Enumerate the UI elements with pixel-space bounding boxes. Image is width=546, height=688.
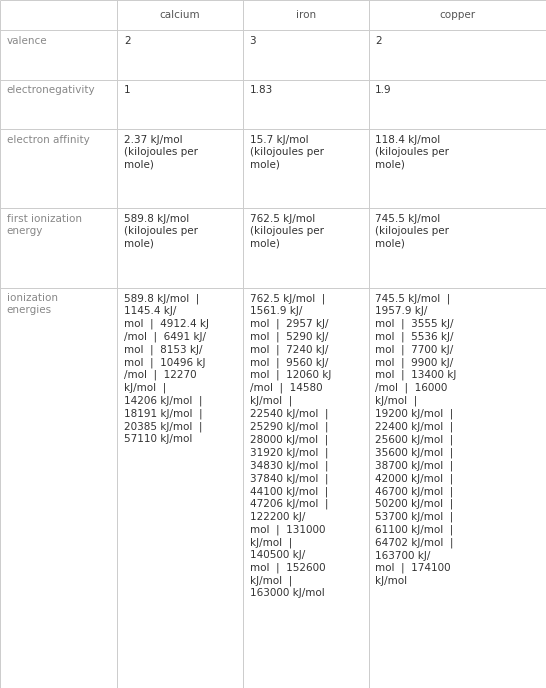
Text: 589.8 kJ/mol
(kilojoules per
mole): 589.8 kJ/mol (kilojoules per mole) <box>124 214 198 249</box>
Text: valence: valence <box>7 36 47 46</box>
Text: 1.83: 1.83 <box>250 85 273 96</box>
Text: calcium: calcium <box>160 10 200 20</box>
Text: 2: 2 <box>124 36 130 46</box>
Text: electron affinity: electron affinity <box>7 135 90 145</box>
Text: copper: copper <box>439 10 476 20</box>
Text: 745.5 kJ/mol
(kilojoules per
mole): 745.5 kJ/mol (kilojoules per mole) <box>375 214 449 249</box>
Text: first ionization
energy: first ionization energy <box>7 214 81 237</box>
Text: electronegativity: electronegativity <box>7 85 95 96</box>
Text: 762.5 kJ/mol
(kilojoules per
mole): 762.5 kJ/mol (kilojoules per mole) <box>250 214 324 249</box>
Text: 2.37 kJ/mol
(kilojoules per
mole): 2.37 kJ/mol (kilojoules per mole) <box>124 135 198 170</box>
Text: 15.7 kJ/mol
(kilojoules per
mole): 15.7 kJ/mol (kilojoules per mole) <box>250 135 324 170</box>
Text: 589.8 kJ/mol  |
1145.4 kJ/
mol  |  4912.4 kJ
/mol  |  6491 kJ/
mol  |  8153 kJ/
: 589.8 kJ/mol | 1145.4 kJ/ mol | 4912.4 k… <box>124 293 209 444</box>
Text: 1: 1 <box>124 85 130 96</box>
Text: 118.4 kJ/mol
(kilojoules per
mole): 118.4 kJ/mol (kilojoules per mole) <box>375 135 449 170</box>
Text: 1.9: 1.9 <box>375 85 391 96</box>
Text: iron: iron <box>296 10 316 20</box>
Text: 745.5 kJ/mol  |
1957.9 kJ/
mol  |  3555 kJ/
mol  |  5536 kJ/
mol  |  7700 kJ/
mo: 745.5 kJ/mol | 1957.9 kJ/ mol | 3555 kJ/… <box>375 293 456 586</box>
Text: ionization
energies: ionization energies <box>7 293 57 316</box>
Text: 3: 3 <box>250 36 256 46</box>
Text: 2: 2 <box>375 36 382 46</box>
Text: 762.5 kJ/mol  |
1561.9 kJ/
mol  |  2957 kJ/
mol  |  5290 kJ/
mol  |  7240 kJ/
mo: 762.5 kJ/mol | 1561.9 kJ/ mol | 2957 kJ/… <box>250 293 331 599</box>
